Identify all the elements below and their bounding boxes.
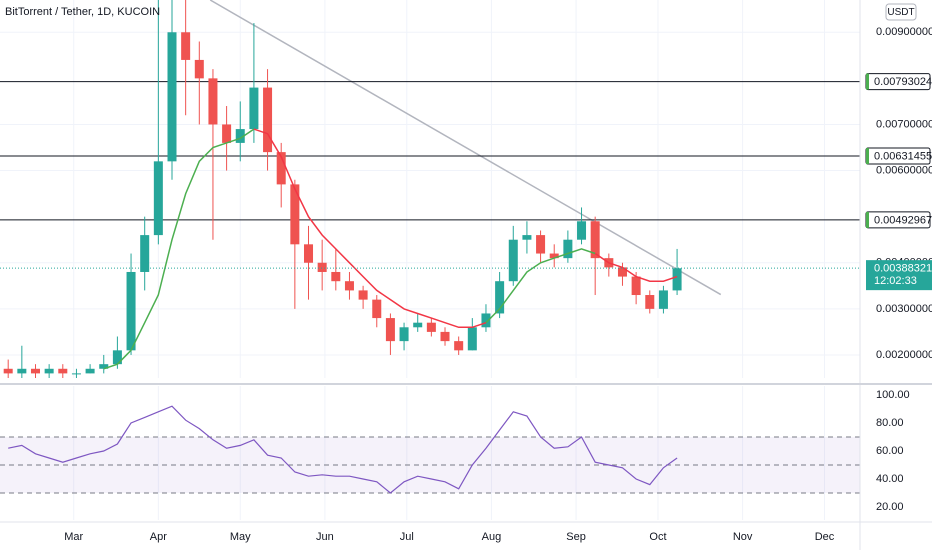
candle-body [440, 331, 450, 342]
candle-body [317, 262, 327, 272]
x-tick-label: Jul [400, 531, 414, 543]
candle-body [481, 313, 491, 328]
last-price-box [866, 260, 932, 291]
currency-box[interactable] [885, 3, 917, 21]
countdown: 12:02:33 [874, 275, 917, 287]
candle-body [17, 368, 27, 374]
candle-body [590, 221, 600, 259]
y-tick-label: 0.00200000 [876, 349, 932, 361]
x-tick-label: Sep [566, 531, 586, 543]
last-price-label: 0.00388321 [874, 263, 932, 275]
candle-body [222, 124, 232, 143]
candle-body [385, 318, 395, 342]
candle-body [508, 239, 518, 282]
candle-body [112, 350, 122, 365]
rsi-tick-label: 40.00 [876, 473, 904, 485]
x-tick-label: Nov [733, 531, 753, 543]
currency: USDT [887, 7, 914, 18]
rsi-tick-label: 60.00 [876, 445, 904, 457]
candle-body [536, 235, 546, 254]
candle-body [126, 271, 136, 351]
candle-body [71, 373, 81, 375]
candle-body [454, 341, 464, 351]
candle-body [495, 281, 505, 314]
candle-body [276, 152, 286, 185]
candle-body [399, 327, 409, 342]
candle-body [413, 322, 423, 328]
y-tick-label: 0.00300000 [876, 303, 932, 315]
level-label: 0.00492967 [874, 214, 932, 226]
x-tick-label: Oct [649, 531, 666, 543]
x-tick-label: Dec [815, 531, 835, 543]
level-label-edge [866, 73, 869, 90]
x-tick-label: Apr [150, 531, 167, 543]
moving-average [103, 128, 596, 370]
candle-body [99, 364, 109, 369]
rsi-line [8, 405, 678, 494]
candle-body [263, 87, 273, 153]
candle-body [167, 32, 177, 162]
candle-body [290, 184, 300, 245]
candle-body [85, 368, 95, 374]
candle-body [577, 221, 587, 240]
rsi-tick-label: 20.00 [876, 501, 904, 513]
candle-body [426, 322, 436, 332]
y-tick-label: 0.00600000 [876, 164, 932, 176]
level-label: 0.00793024 [874, 76, 932, 88]
level-label-edge [866, 148, 869, 165]
candle-body [617, 267, 627, 277]
moving-average [253, 128, 678, 329]
candle-body [208, 78, 218, 125]
candle-body [549, 253, 559, 259]
y-tick-label: 0.00900000 [876, 26, 932, 38]
x-tick-label: Mar [64, 531, 83, 543]
y-tick-label: 0.00700000 [876, 118, 932, 130]
candle-body [658, 290, 668, 309]
candle-body [467, 327, 477, 351]
candle-body [153, 161, 163, 236]
candle-body [331, 271, 341, 282]
marks [0, 0, 860, 494]
rsi-tick-label: 100.00 [876, 389, 910, 401]
x-tick-label: Aug [482, 531, 502, 543]
candle-body [672, 268, 682, 291]
candle-body [140, 235, 150, 272]
candle-body [344, 281, 354, 291]
candle-body [181, 32, 191, 60]
trend-line [209, 0, 722, 296]
rsi-band [0, 436, 860, 493]
labels: Mar Apr May Jun Jul Aug Sep Oct Nov Dec 0.00200000… [64, 26, 932, 543]
candle-body [631, 276, 641, 296]
candle-body [194, 59, 204, 79]
candle-body [522, 235, 532, 240]
candle-body [235, 129, 245, 143]
candle-body [358, 290, 368, 300]
x-tick-label: Jun [316, 531, 334, 543]
chart-title: BitTorrent / Tether, 1D, KUCOIN [5, 6, 160, 18]
x-tick-label: May [230, 531, 251, 543]
candle-body [645, 295, 655, 309]
candle-body [58, 368, 68, 374]
candle-body [372, 299, 382, 319]
level-label: 0.00631455 [874, 150, 932, 162]
candle-body [44, 368, 54, 374]
candle-body [304, 244, 314, 263]
level-label-edge [866, 211, 869, 228]
rsi-tick-label: 80.00 [876, 417, 904, 429]
candle-body [249, 87, 259, 130]
candle-body [3, 368, 13, 374]
candle-body [563, 239, 573, 259]
candle-body [30, 368, 40, 374]
